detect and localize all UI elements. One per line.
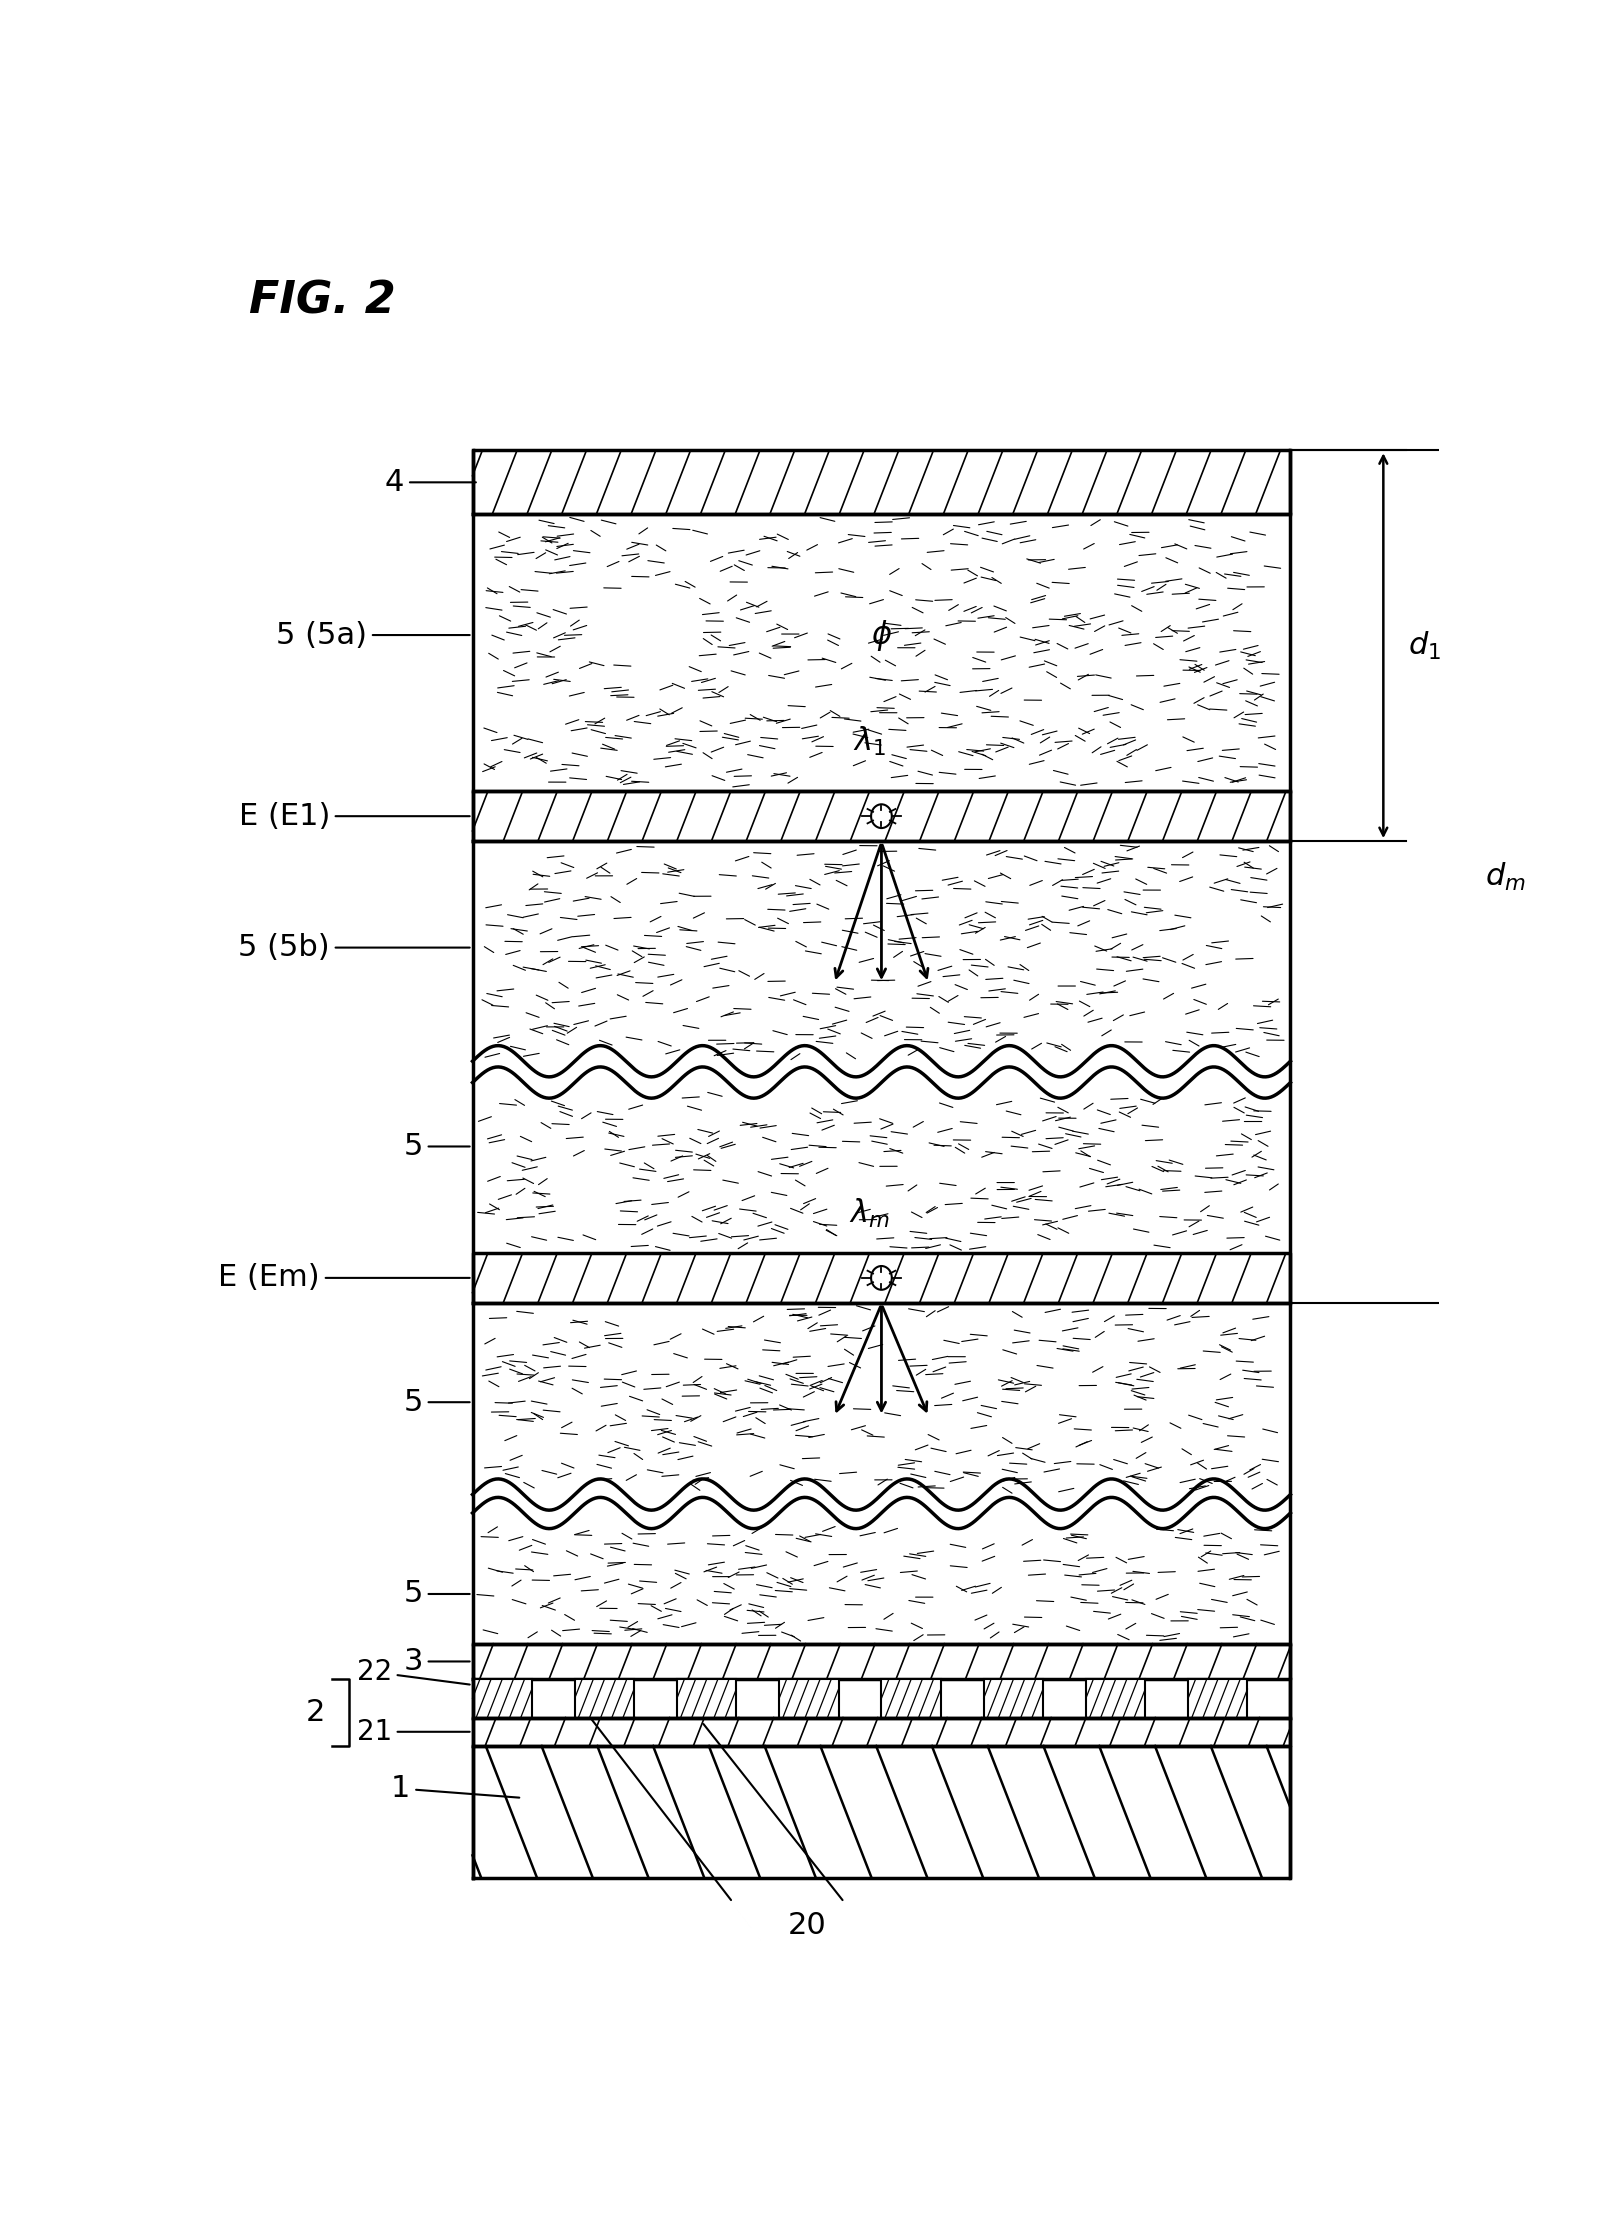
Polygon shape — [983, 1678, 1043, 1718]
Polygon shape — [779, 1678, 838, 1718]
Text: 5 (5b): 5 (5b) — [238, 932, 470, 963]
Polygon shape — [473, 1253, 1290, 1302]
Text: $\lambda_1$: $\lambda_1$ — [852, 724, 886, 757]
Text: $\lambda_m$: $\lambda_m$ — [849, 1198, 889, 1229]
Text: E (Em): E (Em) — [219, 1264, 470, 1293]
Polygon shape — [473, 1747, 1290, 1877]
Text: 4: 4 — [385, 467, 477, 496]
Polygon shape — [473, 1678, 532, 1718]
Polygon shape — [881, 1678, 940, 1718]
Polygon shape — [574, 1678, 635, 1718]
Text: 22: 22 — [357, 1658, 470, 1687]
Text: 2: 2 — [305, 1698, 325, 1727]
Text: FIG. 2: FIG. 2 — [249, 279, 397, 323]
Text: E (E1): E (E1) — [238, 801, 470, 830]
Polygon shape — [473, 449, 1290, 514]
Text: $d_1$: $d_1$ — [1409, 629, 1441, 662]
Text: 20: 20 — [788, 1911, 827, 1939]
Text: 3: 3 — [403, 1647, 470, 1676]
Polygon shape — [1188, 1678, 1247, 1718]
Text: 5: 5 — [403, 1579, 470, 1610]
Text: 21: 21 — [357, 1718, 470, 1747]
Text: $d_m$: $d_m$ — [1485, 861, 1525, 892]
Polygon shape — [473, 1643, 1290, 1678]
Polygon shape — [473, 1678, 1290, 1718]
Text: 5 (5a): 5 (5a) — [277, 620, 470, 649]
Text: 5: 5 — [403, 1388, 470, 1417]
Text: 1: 1 — [392, 1773, 520, 1802]
Polygon shape — [1086, 1678, 1145, 1718]
Polygon shape — [473, 790, 1290, 841]
Polygon shape — [676, 1678, 736, 1718]
Text: 5: 5 — [403, 1131, 470, 1160]
Text: $\phi$: $\phi$ — [871, 618, 892, 653]
Polygon shape — [473, 1718, 1290, 1747]
